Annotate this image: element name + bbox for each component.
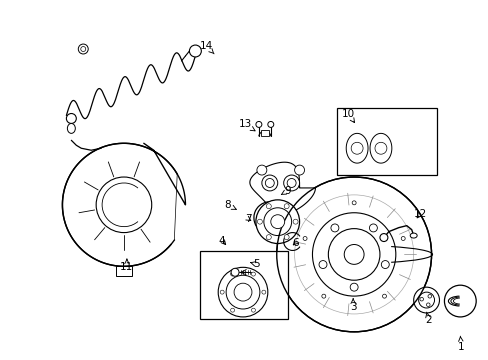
Circle shape	[427, 294, 431, 298]
Ellipse shape	[67, 123, 75, 133]
Text: 2: 2	[425, 312, 431, 325]
Circle shape	[230, 272, 234, 276]
Circle shape	[413, 287, 439, 313]
Circle shape	[303, 237, 306, 240]
Ellipse shape	[409, 233, 416, 238]
Text: 3: 3	[349, 299, 356, 312]
Text: 9: 9	[281, 186, 290, 196]
Circle shape	[81, 46, 85, 51]
Circle shape	[294, 165, 304, 175]
Circle shape	[270, 215, 284, 229]
Circle shape	[262, 175, 277, 191]
Text: 10: 10	[341, 108, 354, 123]
Circle shape	[225, 275, 259, 309]
Circle shape	[382, 294, 386, 298]
Circle shape	[381, 261, 388, 269]
Circle shape	[189, 45, 201, 57]
Bar	[337, 108, 436, 175]
Circle shape	[262, 290, 265, 294]
Circle shape	[78, 44, 88, 54]
Circle shape	[321, 294, 325, 298]
Circle shape	[350, 142, 362, 154]
Circle shape	[330, 224, 338, 232]
Circle shape	[292, 219, 298, 224]
Circle shape	[344, 244, 364, 264]
Text: 8: 8	[224, 200, 236, 210]
Circle shape	[267, 121, 273, 127]
Text: 13: 13	[238, 120, 255, 131]
Text: 7: 7	[244, 214, 251, 224]
Polygon shape	[249, 162, 315, 214]
Circle shape	[426, 303, 429, 306]
Circle shape	[230, 308, 234, 312]
Circle shape	[379, 234, 387, 242]
Text: 12: 12	[413, 209, 427, 219]
Circle shape	[368, 224, 377, 232]
Circle shape	[257, 219, 262, 224]
Circle shape	[444, 285, 475, 317]
Circle shape	[220, 290, 224, 294]
Circle shape	[327, 229, 379, 280]
Circle shape	[255, 121, 262, 127]
Circle shape	[234, 283, 251, 301]
Circle shape	[266, 235, 271, 240]
Circle shape	[284, 204, 288, 209]
Circle shape	[351, 201, 355, 205]
Bar	[200, 251, 287, 319]
Text: 6: 6	[292, 238, 298, 248]
Text: 5: 5	[250, 259, 260, 269]
Circle shape	[264, 208, 291, 235]
Circle shape	[418, 292, 434, 308]
Circle shape	[66, 113, 76, 123]
Text: 11: 11	[120, 259, 133, 272]
Polygon shape	[369, 133, 391, 163]
Circle shape	[312, 213, 395, 296]
Circle shape	[286, 179, 296, 188]
Text: 1: 1	[457, 336, 464, 352]
Circle shape	[284, 235, 288, 240]
Circle shape	[256, 165, 266, 175]
Circle shape	[251, 272, 255, 276]
Polygon shape	[116, 266, 132, 276]
Circle shape	[318, 261, 326, 269]
Circle shape	[255, 200, 299, 243]
Polygon shape	[260, 130, 268, 136]
Circle shape	[283, 175, 299, 191]
Circle shape	[251, 308, 255, 312]
Circle shape	[349, 283, 357, 291]
Circle shape	[96, 177, 151, 233]
Circle shape	[374, 142, 386, 154]
Circle shape	[231, 268, 239, 276]
Circle shape	[419, 297, 423, 301]
Text: 14: 14	[199, 41, 214, 54]
Circle shape	[218, 267, 267, 317]
Circle shape	[276, 177, 431, 332]
Circle shape	[265, 179, 274, 188]
Text: 4: 4	[219, 235, 225, 246]
Circle shape	[401, 237, 405, 240]
Polygon shape	[346, 133, 367, 163]
Circle shape	[266, 204, 271, 209]
